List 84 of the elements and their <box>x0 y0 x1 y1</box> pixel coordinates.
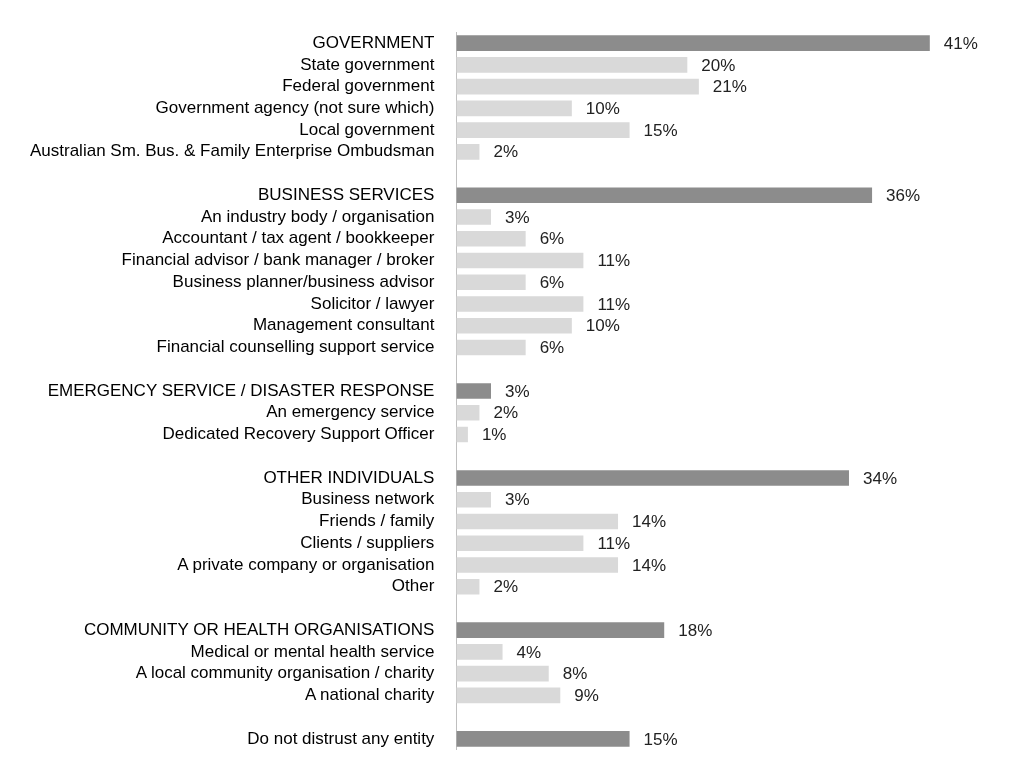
bar <box>456 557 619 573</box>
bar <box>456 35 930 51</box>
data-label: 11% <box>597 251 631 271</box>
bar <box>456 122 630 138</box>
bar <box>456 687 561 704</box>
data-label: 6% <box>539 272 565 292</box>
data-label: 15% <box>643 729 678 749</box>
y-tick-label: Australian Sm. Bus. & Family Enterprise Ombudsman <box>29 141 435 161</box>
data-label: 21% <box>712 77 747 97</box>
data-label: 15% <box>643 120 678 140</box>
y-tick-label: Solicitor / lawyer <box>310 293 435 313</box>
bar <box>456 143 480 160</box>
data-label: 14% <box>632 555 667 575</box>
y-tick-label: Management consultant <box>252 315 435 335</box>
y-tick-label: OTHER INDIVIDUALS <box>263 467 435 487</box>
data-label: 2% <box>493 142 519 162</box>
data-label: 11% <box>597 294 631 314</box>
data-label: 20% <box>701 55 736 75</box>
bar <box>456 100 572 117</box>
bar <box>456 339 526 356</box>
y-tick-label: Federal government <box>282 76 435 96</box>
y-tick-label: Business network <box>301 489 435 509</box>
bar <box>456 470 849 486</box>
bar <box>456 187 873 204</box>
data-label: 36% <box>886 185 921 205</box>
bar <box>456 665 549 682</box>
bar <box>456 731 630 747</box>
data-label: 3% <box>505 207 530 227</box>
bar <box>456 383 492 399</box>
y-tick-label: EMERGENCY SERVICE / DISASTER RESPONSE <box>47 380 435 400</box>
data-label: 14% <box>632 512 667 532</box>
data-label: 2% <box>493 577 519 597</box>
data-label: 3% <box>505 381 530 401</box>
bar <box>456 535 584 552</box>
y-tick-label: A national charity <box>304 685 435 705</box>
y-tick-label: Other <box>391 576 435 596</box>
y-tick-label: Business planner/business advisor <box>172 271 435 291</box>
bar <box>456 491 492 508</box>
y-tick-label: COMMUNITY OR HEALTH ORGANISATIONS <box>83 619 435 639</box>
data-label: 41% <box>943 33 978 53</box>
data-label: 10% <box>585 316 620 336</box>
data-label: 8% <box>562 664 588 684</box>
y-tick-label: A local community organisation / charity <box>135 663 435 683</box>
data-label: 11% <box>597 533 631 553</box>
bar <box>456 578 480 595</box>
data-label: 6% <box>539 338 565 358</box>
y-tick-label: State government <box>300 54 435 74</box>
data-label: 3% <box>505 490 530 510</box>
y-tick-label: Clients / suppliers <box>300 532 435 552</box>
bar <box>456 209 492 225</box>
bar <box>456 622 665 639</box>
y-tick-label: Accountant / tax agent / bookkeeper <box>162 228 435 248</box>
y-tick-label: Friends / family <box>319 511 435 531</box>
y-tick-label: An industry body / organisation <box>200 206 435 226</box>
y-tick-label: Local government <box>299 119 435 139</box>
y-tick-label: Dedicated Recovery Support Officer <box>162 424 435 444</box>
y-tick-label: GOVERNMENT <box>312 32 435 52</box>
bar <box>456 513 619 530</box>
bar <box>456 426 468 443</box>
data-label: 1% <box>481 425 507 445</box>
data-label: 2% <box>493 403 519 423</box>
y-tick-label: A private company or organisation <box>177 554 435 574</box>
bar <box>456 56 688 73</box>
bar <box>456 644 503 660</box>
y-tick-label: Medical or mental health service <box>190 641 435 661</box>
bar <box>456 274 526 291</box>
y-tick-label: Government agency (not sure which) <box>155 98 435 117</box>
bar <box>456 230 526 247</box>
bar <box>456 317 572 334</box>
bar <box>456 296 584 312</box>
bar <box>456 252 584 269</box>
y-tick-label: BUSINESS SERVICES <box>258 184 435 204</box>
y-tick-label: An emergency service <box>266 402 435 422</box>
y-tick-label: Do not distrust any entity <box>247 728 435 748</box>
bar <box>456 404 480 421</box>
data-label: 9% <box>574 686 599 706</box>
bar <box>456 78 699 95</box>
y-tick-label: Financial counselling support service <box>156 337 435 357</box>
y-tick-label: Financial advisor / bank manager / broker <box>121 250 435 270</box>
data-label: 34% <box>862 468 898 488</box>
data-label: 6% <box>539 229 565 249</box>
data-label: 18% <box>678 620 713 640</box>
data-label: 4% <box>516 642 542 662</box>
data-label: 10% <box>585 99 620 118</box>
